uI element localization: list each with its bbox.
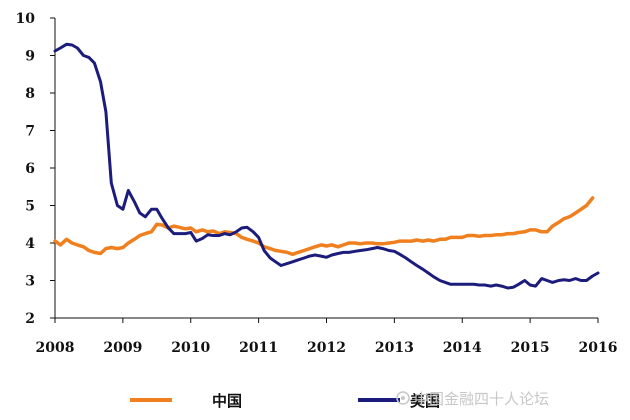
legend-label-us: 美国: [410, 392, 440, 410]
x-tick-label: 2009: [103, 340, 142, 356]
x-tick-label: 2011: [239, 340, 278, 356]
y-tick-label: 5: [25, 199, 35, 215]
axes: 2 3 4 5 6 7 8 9 10 2008 2009 2010 2011 2012 2013 2014 20…: [16, 11, 618, 356]
x-tick-label: 2014: [443, 340, 482, 356]
watermark-text: 中国金融四十人论坛: [414, 390, 549, 408]
y-tick-label: 4: [25, 236, 35, 252]
series-lines: [53, 42, 600, 290]
series-line-us: [53, 42, 600, 290]
y-tick-label: 9: [25, 49, 35, 65]
y-tick-label: 6: [25, 161, 35, 177]
legend: 中国 美国: [130, 392, 440, 410]
x-tick-label: 2016: [579, 340, 618, 356]
legend-label-china: 中国: [212, 392, 242, 410]
x-tick-label: 2008: [36, 340, 75, 356]
watermark: 中国金融四十人论坛: [396, 390, 549, 408]
y-tick-label: 8: [25, 86, 35, 102]
series-line-china: [53, 196, 595, 257]
x-tick-label: 2012: [307, 340, 346, 356]
y-tick-label: 2: [25, 311, 35, 327]
y-tick-label: 10: [16, 11, 36, 27]
y-tick-label: 3: [25, 274, 35, 290]
x-tick-label: 2015: [511, 340, 550, 356]
watermark-logo-icon: [396, 391, 410, 405]
x-tick-label: 2010: [171, 340, 210, 356]
x-tick-label: 2013: [375, 340, 414, 356]
y-tick-label: 7: [25, 124, 35, 140]
